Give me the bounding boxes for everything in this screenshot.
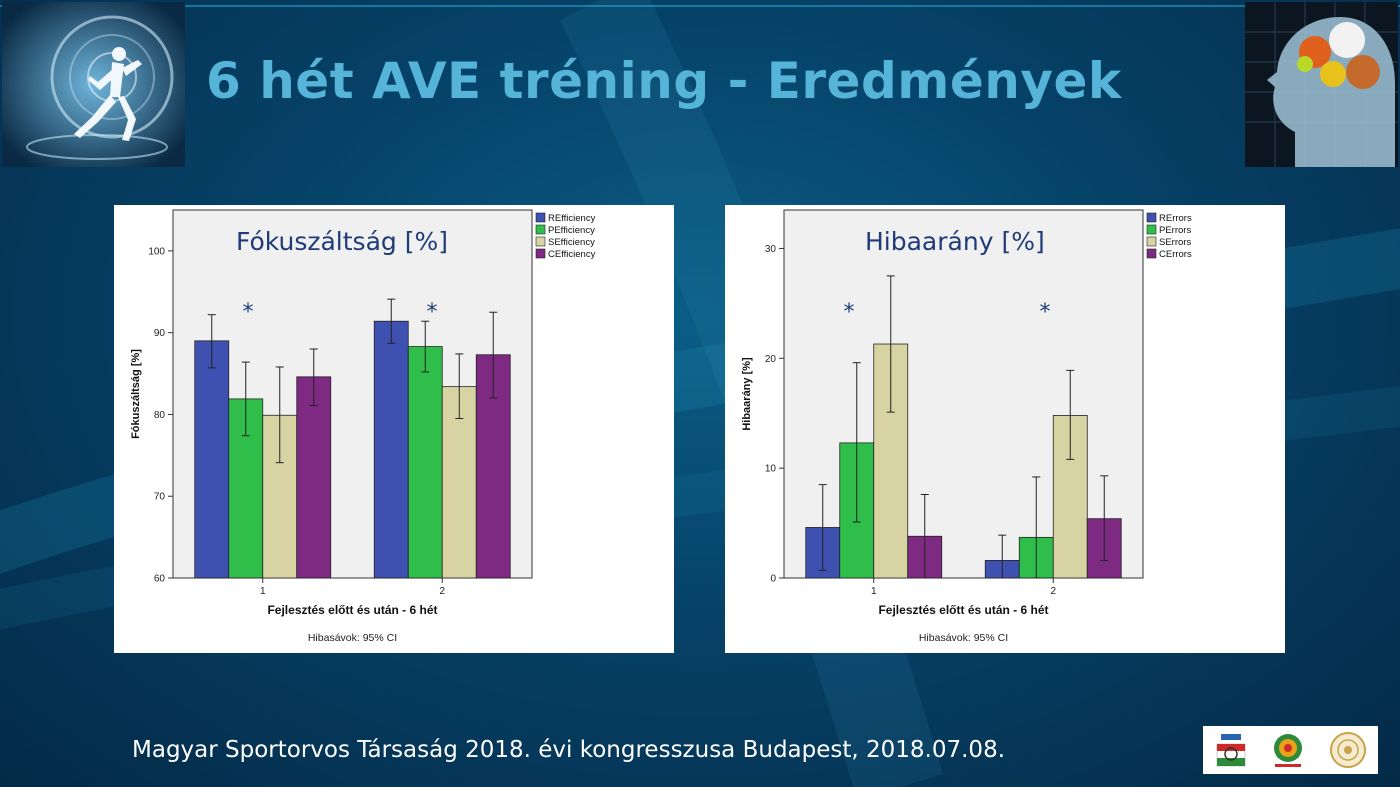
legend-label-REfficiency: REfficiency bbox=[548, 213, 596, 224]
y-tick-label: 0 bbox=[770, 574, 776, 585]
x-axis-label: Fejlesztés előtt és után - 6 hét bbox=[267, 603, 437, 617]
x-tick-label: 2 bbox=[439, 586, 445, 597]
footer-text: Magyar Sportorvos Társaság 2018. évi kon… bbox=[132, 737, 1006, 763]
legend-swatch-SErrors bbox=[1146, 236, 1157, 247]
chart-title: Hibaarány [%] bbox=[865, 227, 1045, 256]
y-tick-label: 70 bbox=[154, 492, 166, 503]
focus-chart-panel: 60 70 80 90 100 1 2 * * Fókuszáltság [%] Fókuszált… bbox=[114, 205, 674, 653]
legend-label-SErrors: SErrors bbox=[1159, 237, 1191, 248]
sponsor-logos bbox=[1203, 726, 1378, 774]
bar-REfficiency-2 bbox=[373, 320, 409, 579]
y-axis-label: Fókuszáltság [%] bbox=[130, 349, 142, 439]
legend-swatch-CErrors bbox=[1146, 248, 1157, 259]
y-tick-label: 30 bbox=[765, 244, 777, 255]
sprinter-tech-image bbox=[2, 2, 185, 167]
legend-swatch-CEfficiency bbox=[535, 248, 546, 259]
federation-logo bbox=[1274, 734, 1303, 767]
error-bar-note: Hibasávok: 95% CI bbox=[919, 632, 1008, 644]
legend-swatch-REfficiency bbox=[535, 212, 546, 223]
university-seal bbox=[1329, 732, 1366, 768]
osei-logo bbox=[1216, 734, 1246, 767]
y-axis-label: Hibaarány [%] bbox=[741, 357, 753, 431]
chart-title: Fókuszáltság [%] bbox=[236, 227, 448, 256]
bar-CEfficiency-1 bbox=[296, 376, 332, 579]
slide-title: 6 hét AVE tréning - Eredmények bbox=[206, 52, 1122, 110]
legend-swatch-PErrors bbox=[1146, 224, 1157, 235]
legend-swatch-SEfficiency bbox=[535, 236, 546, 247]
y-tick-label: 20 bbox=[765, 354, 777, 365]
sports-brain-image bbox=[1245, 2, 1398, 167]
legend-swatch-RErrors bbox=[1146, 212, 1157, 223]
legend-label-PErrors: PErrors bbox=[1159, 225, 1191, 236]
focus-chart: 60 70 80 90 100 1 2 * * Fókuszáltság [%] Fókuszált… bbox=[130, 209, 596, 644]
error-rate-chart-panel: 0 10 20 30 1 2 * * Hibaarány [%] Hibaarány [%] Fej… bbox=[725, 205, 1285, 653]
significance-marker: * bbox=[1040, 300, 1051, 325]
legend-label-CErrors: CErrors bbox=[1159, 249, 1192, 260]
legend-label-RErrors: RErrors bbox=[1159, 213, 1192, 224]
legend-swatch-PEfficiency bbox=[535, 224, 546, 235]
y-tick-label: 90 bbox=[154, 328, 166, 339]
significance-marker: * bbox=[243, 300, 254, 325]
x-tick-label: 1 bbox=[260, 586, 266, 597]
significance-marker: * bbox=[427, 300, 438, 325]
x-tick-label: 2 bbox=[1050, 586, 1056, 597]
y-tick-label: 60 bbox=[154, 574, 166, 585]
significance-marker: * bbox=[844, 300, 855, 325]
legend-label-PEfficiency: PEfficiency bbox=[548, 225, 595, 236]
y-tick-label: 10 bbox=[765, 464, 777, 475]
y-tick-label: 100 bbox=[148, 246, 165, 257]
legend-label-CEfficiency: CEfficiency bbox=[548, 249, 596, 260]
bar-REfficiency-1 bbox=[194, 340, 230, 579]
x-axis-label: Fejlesztés előtt és után - 6 hét bbox=[878, 603, 1048, 617]
error-bar-note: Hibasávok: 95% CI bbox=[308, 632, 397, 644]
bar-PEfficiency-2 bbox=[407, 346, 443, 579]
x-tick-label: 1 bbox=[871, 586, 877, 597]
y-tick-label: 80 bbox=[154, 410, 166, 421]
legend-label-SEfficiency: SEfficiency bbox=[548, 237, 595, 248]
error-rate-chart: 0 10 20 30 1 2 * * Hibaarány [%] Hibaarány [%] Fej… bbox=[741, 209, 1192, 644]
